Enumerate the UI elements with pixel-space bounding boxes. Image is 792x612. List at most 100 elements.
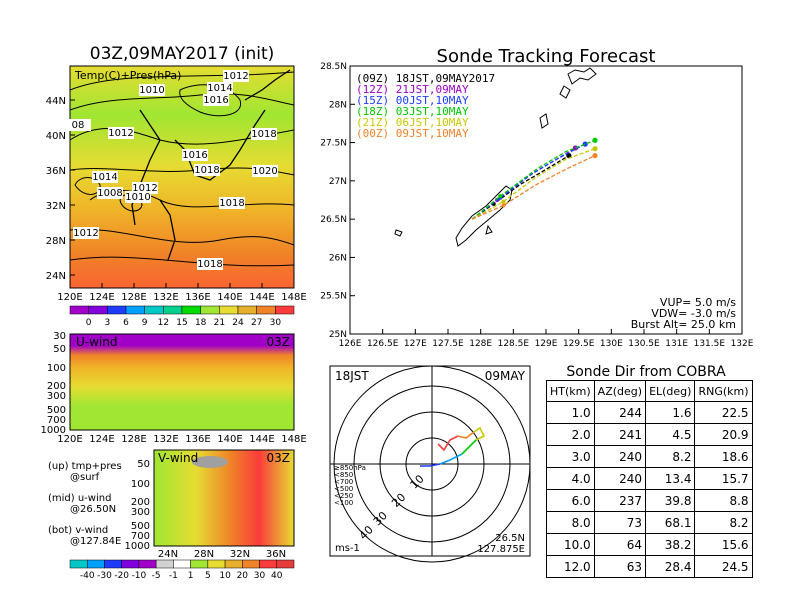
panel-notes: (up) tmp+pres@surf (mid) u-wind@26.50N (bo… bbox=[48, 461, 122, 547]
wind-colorbar-label: 40 bbox=[271, 571, 283, 581]
cobra-cell: 63 bbox=[593, 555, 647, 578]
track-point bbox=[501, 199, 506, 204]
cobra-cell: 244 bbox=[593, 401, 647, 424]
wind-colorbar-cell bbox=[155, 559, 174, 569]
v-wind-label: V-wind bbox=[158, 451, 198, 465]
track-param: VDW= -3.0 m/s bbox=[651, 307, 736, 320]
track-x-tick-label: 126.5E bbox=[367, 339, 399, 349]
u-lon-tick-label: 144E bbox=[249, 434, 274, 445]
track-y-tick-label: 28N bbox=[329, 100, 347, 110]
track-legend-entry: (09Z) 18JST,09MAY2017 bbox=[356, 72, 495, 85]
table-row: 6.0 237 39.8 8.8 bbox=[546, 489, 753, 512]
map-lon-tick-label: 128E bbox=[121, 292, 146, 303]
hodo-level-label: <700 bbox=[334, 478, 353, 486]
u-pressure-tick-label: 300 bbox=[47, 391, 66, 402]
cobra-cell: 38.2 bbox=[645, 533, 696, 556]
track-x-tick-label: 128E bbox=[469, 339, 492, 349]
map-lat-tick-label: 40N bbox=[46, 131, 66, 142]
hodo-unit: ms-1 bbox=[335, 543, 360, 554]
table-row: 3.0 240 8.2 18.6 bbox=[546, 445, 753, 468]
cobra-cell: 73 bbox=[593, 511, 647, 534]
cobra-cell: 8.2 bbox=[694, 511, 753, 534]
map-title: 03Z,09MAY2017 (init) bbox=[90, 44, 275, 64]
wind-colorbar-label: -5 bbox=[152, 571, 161, 581]
table-row: 2.0 241 4.5 20.9 bbox=[546, 423, 753, 446]
u-lon-tick-label: 140E bbox=[217, 434, 242, 445]
map-lat-tick-label: 36N bbox=[46, 166, 66, 177]
temp-colorbar-label: 24 bbox=[232, 318, 244, 328]
track-x-tick-label: 129.5E bbox=[563, 339, 595, 349]
wind-colorbar-cell bbox=[224, 559, 243, 569]
cobra-cell: 240 bbox=[593, 445, 647, 468]
u-pressure-tick-label: 200 bbox=[47, 381, 66, 392]
map-lon-tick-label: 124E bbox=[89, 292, 114, 303]
hodo-date: 09MAY bbox=[485, 369, 526, 383]
wind-colorbar-label: 20 bbox=[237, 571, 249, 581]
pressure-label-bg bbox=[252, 165, 278, 177]
temp-colorbar-label: 0 bbox=[86, 318, 92, 328]
wind-colorbar-cell bbox=[104, 559, 122, 569]
cobra-cell: 2.0 bbox=[546, 423, 595, 446]
temp-colorbar-label: 30 bbox=[270, 318, 282, 328]
track-chart: 126E 126.5E 127E 127.5E 128E 128.5E 129E 129.5E… bbox=[320, 62, 754, 349]
wind-colorbar-cell bbox=[69, 559, 88, 569]
u-pressure-tick-label: 1000 bbox=[41, 425, 66, 436]
temp-colorbar-label: 15 bbox=[176, 318, 187, 328]
track-line bbox=[471, 143, 586, 220]
track-x-tick-label: 127E bbox=[404, 339, 427, 349]
pressure-label-bg bbox=[108, 127, 134, 139]
cobra-cell: 6.0 bbox=[546, 489, 595, 512]
map-lon-tick-label: 144E bbox=[249, 292, 274, 303]
temp-colorbar-cell bbox=[200, 305, 220, 315]
track-y-tick-label: 26.5N bbox=[320, 215, 347, 225]
track-param: VUP= 5.0 m/s bbox=[660, 296, 736, 309]
pressure-label: 1018 bbox=[219, 198, 244, 209]
panel-note: @26.50N bbox=[70, 504, 116, 515]
panel-note: (bot) v-wind bbox=[48, 525, 108, 536]
track-legend-entry: (18Z) 03JST,10MAY bbox=[356, 105, 469, 118]
v-lat-tick-label: 32N bbox=[230, 549, 250, 560]
map-lon-tick-label: 120E bbox=[57, 292, 82, 303]
map-field-label: Temp(C)+Pres(hPa) bbox=[74, 69, 181, 82]
pressure-label: 1018 bbox=[194, 165, 219, 176]
cobra-header-cell: EL(deg) bbox=[645, 380, 696, 402]
track-endpoint bbox=[592, 137, 598, 143]
track-x-tick-label: 128.5E bbox=[498, 339, 530, 349]
pressure-label-bg bbox=[251, 128, 277, 140]
wind-colorbar-cell bbox=[86, 559, 105, 569]
track-y-tick-label: 28.5N bbox=[320, 62, 347, 72]
pressure-label: 1016 bbox=[203, 95, 228, 106]
map-lat-tick-label: 24N bbox=[46, 271, 66, 282]
wind-colorbar-label: 1 bbox=[188, 571, 194, 581]
v-pressure-tick-label: 100 bbox=[131, 479, 150, 490]
u-lon-tick-label: 128E bbox=[121, 434, 146, 445]
pressure-label-bg bbox=[125, 191, 151, 203]
cobra-cell: 20.9 bbox=[694, 423, 753, 446]
track-x-tick-label: 130E bbox=[600, 339, 623, 349]
hodo-level-label: <100 bbox=[334, 499, 353, 507]
cobra-cell: 15.6 bbox=[694, 533, 753, 556]
cobra-cell: 22.5 bbox=[694, 401, 753, 424]
map-lon-tick-label: 132E bbox=[153, 292, 178, 303]
track-y-tick-label: 27N bbox=[329, 177, 347, 187]
track-y-tick-label: 25.5N bbox=[320, 292, 347, 302]
wind-colorbar-label: -40 bbox=[80, 571, 95, 581]
cobra-cell: 237 bbox=[593, 489, 647, 512]
u-pressure-tick-label: 50 bbox=[53, 344, 66, 355]
u-lon-tick-label: 124E bbox=[89, 434, 114, 445]
track-endpoint bbox=[566, 152, 572, 159]
cobra-cell: 18.6 bbox=[694, 445, 753, 468]
cobra-header-cell: RNG(km) bbox=[694, 380, 753, 402]
track-series bbox=[471, 137, 598, 220]
v-pressure-tick-label: 500 bbox=[131, 521, 150, 532]
u-lon-ticks: 120E 124E 128E 132E 136E 140E 144E 148E bbox=[57, 434, 306, 445]
v-pressure-tick-label: 200 bbox=[131, 497, 150, 508]
hodo-level-label: <500 bbox=[334, 485, 353, 493]
temp-colorbar-cell bbox=[107, 305, 127, 315]
temp-colorbar-cell bbox=[256, 305, 276, 315]
map-lat-tick-label: 44N bbox=[46, 96, 66, 107]
map-lat-ticks: 44N 40N 36N 32N 28N 24N bbox=[46, 96, 75, 282]
